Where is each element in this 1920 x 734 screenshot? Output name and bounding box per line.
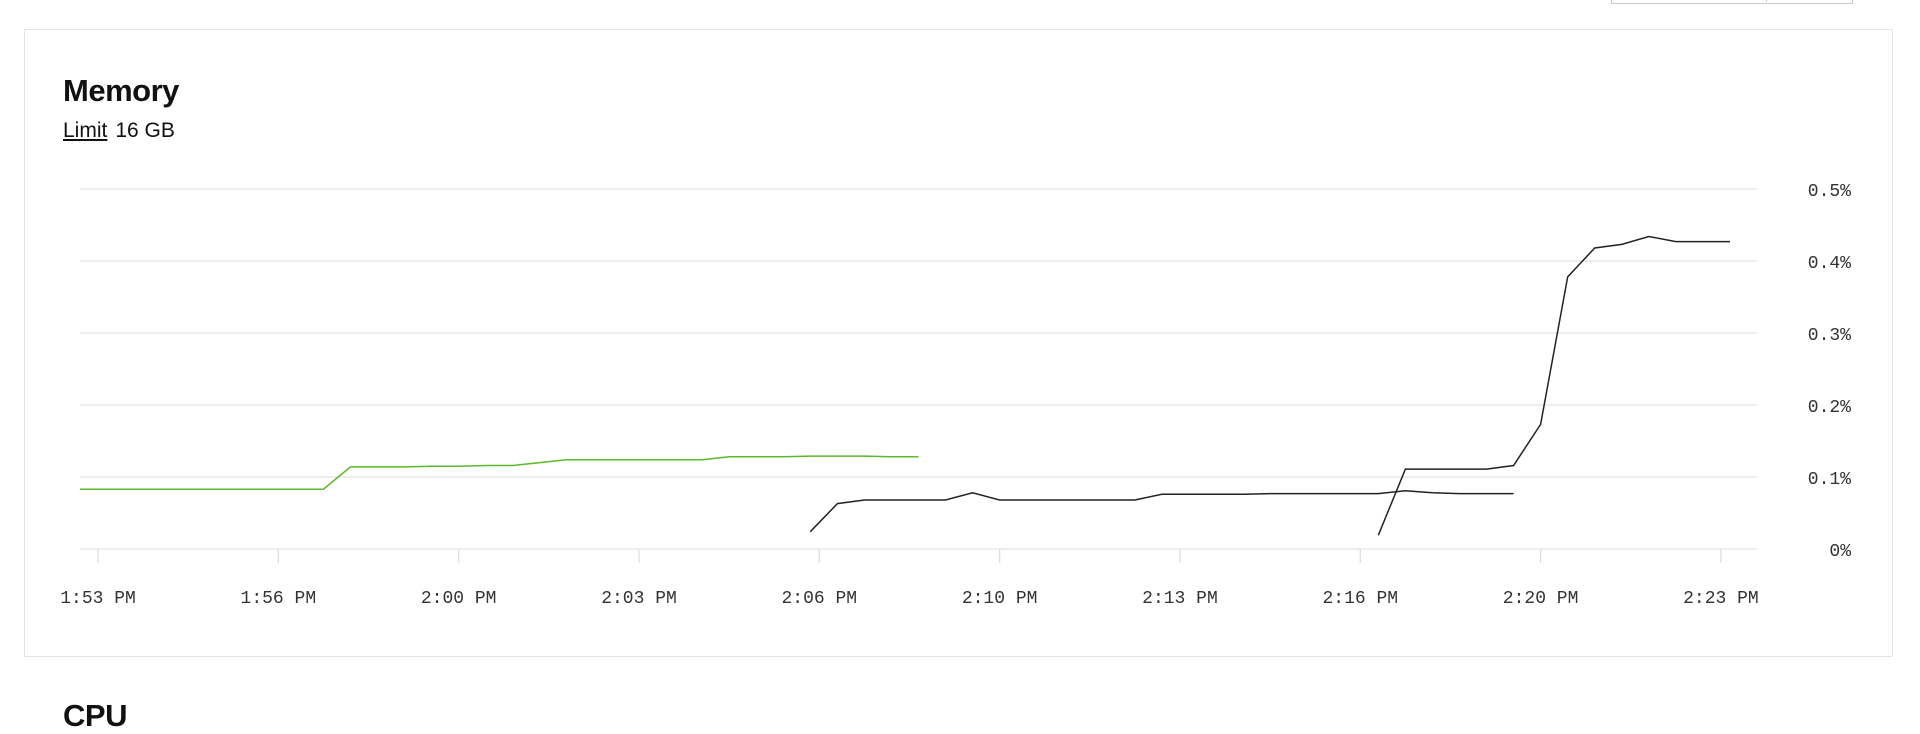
memory-panel — [24, 29, 1893, 656]
y-tick-label: 0.5% — [1808, 182, 1851, 202]
x-tick-label: 2:10 PM — [962, 589, 1038, 609]
y-tick-label: 0.3% — [1808, 326, 1851, 346]
x-tick-label: 2:23 PM — [1683, 589, 1759, 609]
x-tick-label: 2:13 PM — [1142, 589, 1218, 609]
panel-title: CPU — [63, 698, 127, 733]
limit-label[interactable]: Limit — [63, 119, 108, 142]
y-tick-label: 0.2% — [1808, 398, 1851, 418]
series-line — [80, 455, 919, 490]
x-tick-label: 1:53 PM — [60, 589, 136, 609]
x-tick-label: 2:16 PM — [1322, 589, 1398, 609]
x-tick-label: 1:56 PM — [241, 589, 317, 609]
separator — [24, 656, 1892, 657]
control-divider — [1766, 0, 1767, 2]
y-tick-label: 0.4% — [1808, 254, 1851, 274]
series-line — [1377, 235, 1730, 536]
x-tick-label: 2:20 PM — [1503, 589, 1579, 609]
x-tick-label: 2:06 PM — [782, 589, 858, 609]
limit: Limit 16 GB — [63, 119, 175, 143]
panel-title: Memory — [63, 73, 179, 108]
x-tick-label: 2:03 PM — [601, 589, 677, 609]
series-line — [809, 489, 1514, 533]
y-tick-label: 0.1% — [1808, 470, 1851, 490]
x-tick-label: 2:00 PM — [421, 589, 497, 609]
y-tick-label: 0% — [1829, 542, 1851, 562]
limit-value: 16 GB — [115, 119, 175, 142]
control[interactable] — [1611, 0, 1853, 4]
